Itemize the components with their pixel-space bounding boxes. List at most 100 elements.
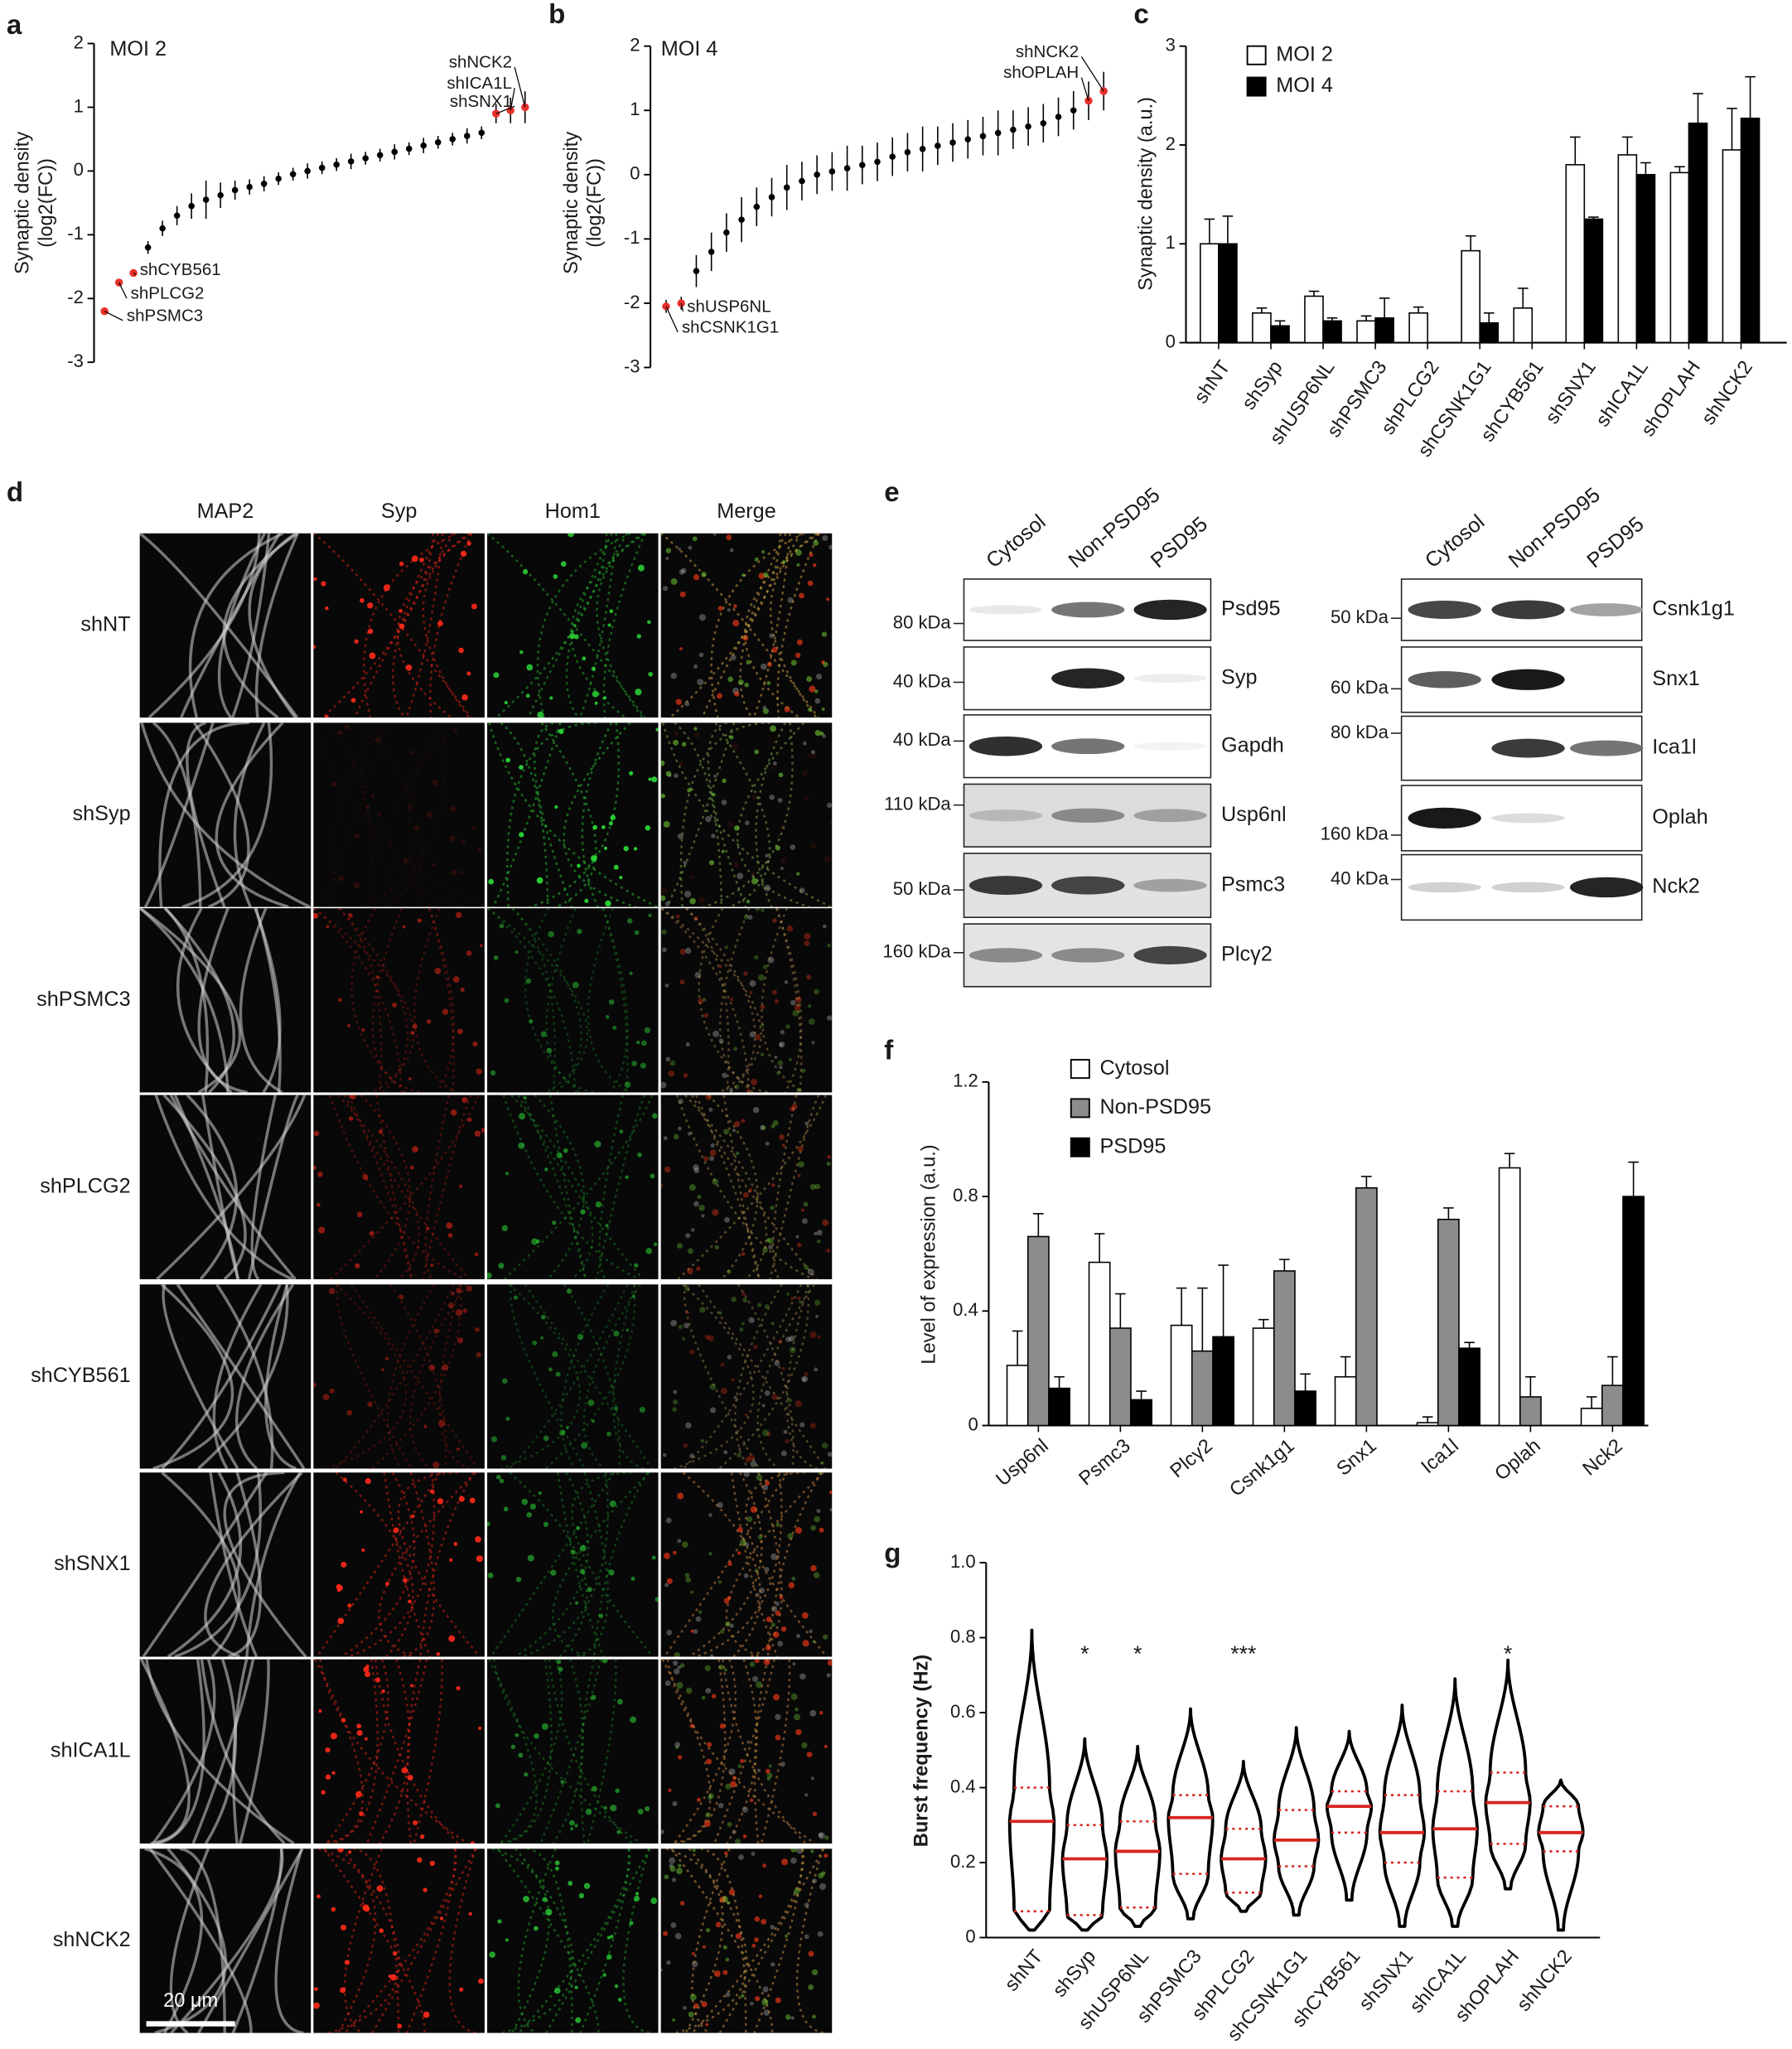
bar xyxy=(1200,243,1220,344)
puncta xyxy=(471,603,477,610)
bar xyxy=(1416,1422,1439,1427)
band xyxy=(1133,809,1207,823)
image-background xyxy=(660,1472,833,1657)
y-tick-label: 0 xyxy=(965,1926,975,1946)
neurite xyxy=(161,1472,241,1657)
bar xyxy=(1212,1336,1234,1427)
puncta xyxy=(761,908,765,912)
puncta xyxy=(770,1322,775,1326)
puncta xyxy=(591,1786,597,1792)
image-content xyxy=(660,1095,831,1279)
puncta xyxy=(478,1726,482,1730)
neurite xyxy=(664,1472,789,1657)
puncta xyxy=(690,874,695,880)
puncta xyxy=(374,737,381,742)
neurite xyxy=(378,1659,411,1844)
puncta xyxy=(777,1060,784,1066)
puncta xyxy=(677,833,683,839)
puncta xyxy=(809,1331,817,1338)
puncta xyxy=(829,1507,833,1512)
puncta xyxy=(800,1068,806,1074)
puncta xyxy=(797,1296,801,1301)
puncta xyxy=(796,563,800,567)
puncta xyxy=(727,1561,732,1567)
neurite xyxy=(341,1472,416,1657)
y-axis-label: Synaptic density xyxy=(561,132,582,274)
puncta xyxy=(718,1038,724,1044)
puncta xyxy=(471,825,476,830)
puncta xyxy=(614,1406,618,1411)
puncta xyxy=(809,685,816,693)
puncta xyxy=(615,1788,621,1794)
neurite xyxy=(691,1848,805,2033)
puncta xyxy=(432,779,439,786)
puncta xyxy=(644,1027,651,1034)
puncta xyxy=(771,1394,778,1400)
puncta xyxy=(790,1346,796,1354)
puncta xyxy=(614,1984,619,1989)
neurite xyxy=(428,908,456,1093)
puncta xyxy=(696,1797,702,1802)
puncta xyxy=(575,1601,579,1605)
puncta xyxy=(602,1973,606,1977)
neurite xyxy=(521,1095,587,1279)
neurite xyxy=(314,1659,364,1844)
neurite xyxy=(714,722,771,907)
puncta xyxy=(412,1146,418,1153)
puncta xyxy=(493,954,499,960)
puncta xyxy=(677,1126,682,1131)
puncta xyxy=(670,1319,678,1327)
image-background xyxy=(660,1659,833,1844)
image-content xyxy=(140,722,311,907)
puncta xyxy=(804,1934,809,1940)
puncta xyxy=(803,1201,809,1207)
puncta xyxy=(466,671,471,676)
puncta xyxy=(705,1928,711,1933)
puncta xyxy=(474,1130,481,1137)
puncta xyxy=(730,654,737,661)
neurite xyxy=(518,1848,631,2033)
neurite xyxy=(710,533,805,718)
bar xyxy=(1355,1186,1378,1427)
neurite xyxy=(533,722,573,907)
puncta xyxy=(794,1888,800,1895)
puncta xyxy=(673,1550,677,1555)
image-cell xyxy=(487,722,659,907)
puncta xyxy=(461,693,468,701)
puncta xyxy=(568,533,574,538)
neurite xyxy=(691,1095,818,1279)
puncta xyxy=(370,794,375,799)
puncta xyxy=(807,1003,812,1008)
puncta xyxy=(519,832,524,838)
neurite xyxy=(557,1472,606,1657)
neurite xyxy=(544,1284,636,1469)
puncta xyxy=(439,1916,444,1921)
puncta xyxy=(574,1985,578,1989)
puncta xyxy=(692,536,698,542)
neurite xyxy=(500,722,549,907)
puncta xyxy=(772,761,777,766)
puncta xyxy=(568,1819,575,1826)
puncta xyxy=(760,663,767,670)
puncta xyxy=(809,552,814,558)
neurite xyxy=(785,1284,818,1469)
puncta xyxy=(598,1613,604,1618)
neurite xyxy=(674,1284,755,1469)
puncta xyxy=(826,1249,831,1253)
point xyxy=(874,158,881,166)
puncta xyxy=(795,652,801,659)
neurite xyxy=(438,1284,471,1469)
neurite xyxy=(675,1848,748,2033)
puncta xyxy=(776,1070,780,1075)
puncta xyxy=(796,872,800,876)
neurite xyxy=(139,908,242,1093)
puncta xyxy=(673,1389,678,1394)
neurite xyxy=(197,1848,304,2033)
band xyxy=(1051,602,1125,618)
puncta xyxy=(762,964,768,969)
significance: * xyxy=(1504,1641,1513,1666)
row-label: shSyp xyxy=(73,802,131,825)
puncta xyxy=(804,1121,809,1126)
puncta xyxy=(626,1328,630,1332)
puncta xyxy=(743,971,748,976)
